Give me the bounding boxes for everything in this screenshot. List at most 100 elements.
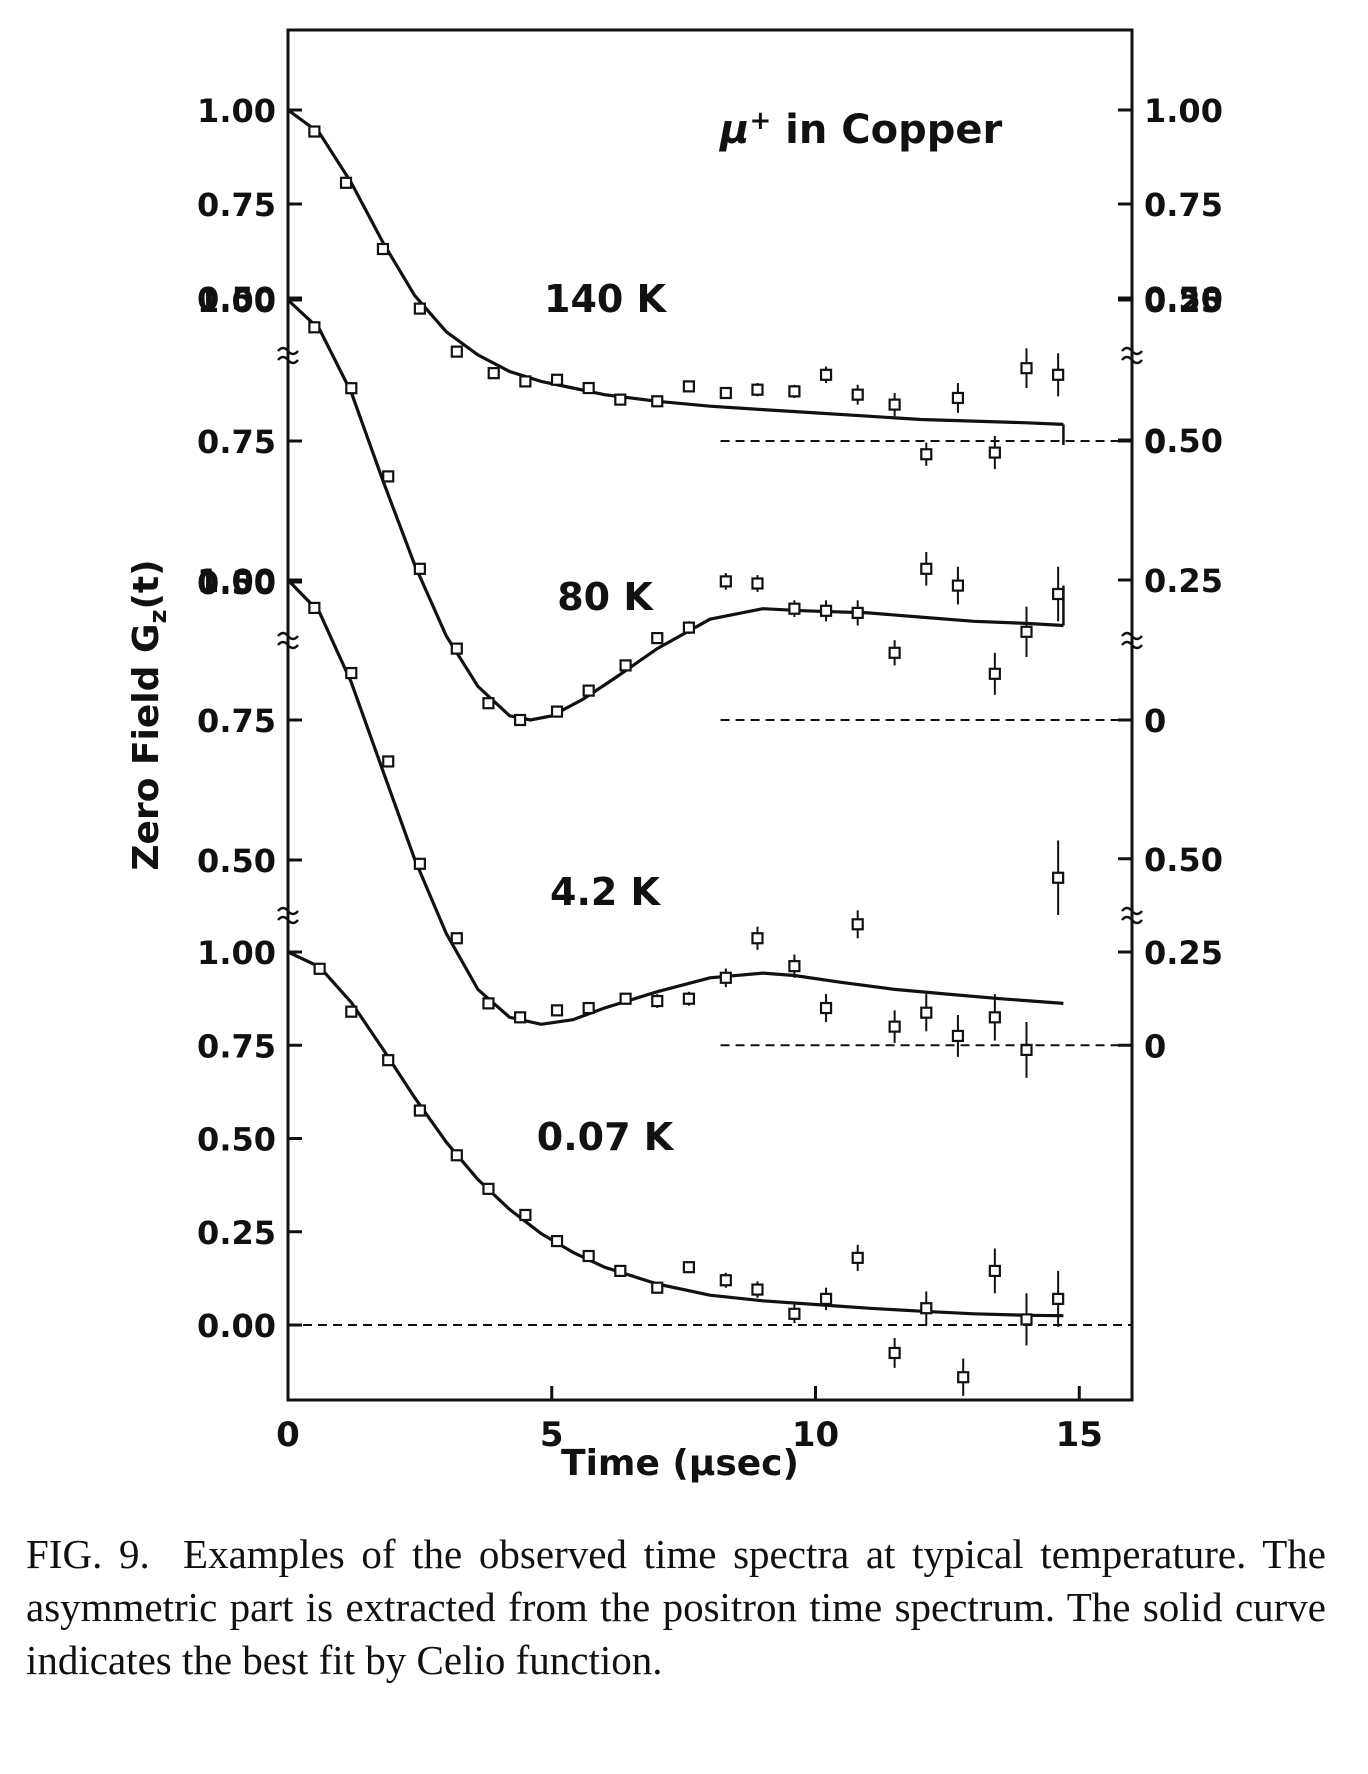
data-point (682, 992, 696, 1005)
data-point (719, 971, 732, 984)
chart-labels: μ+ in Copper Time (μsec) Zero Field Gz(t… (126, 106, 1003, 1484)
data-point (382, 470, 395, 483)
data-point (513, 713, 527, 727)
plot-area: 140 K 80 K 4.2 K 0.07 K (286, 108, 1132, 1396)
data-point (888, 398, 901, 411)
data-point (751, 383, 764, 396)
axis-break-mark (277, 346, 299, 365)
data-point (1020, 625, 1033, 638)
data-point (920, 1006, 933, 1019)
y-tick-label-right: 0.50 (1144, 841, 1223, 879)
data-point (788, 602, 801, 615)
y-tick-label-left: 0.00 (197, 1307, 276, 1345)
y-tick-label-right: 0.25 (1144, 282, 1223, 320)
data-point (751, 1283, 764, 1296)
data-point (788, 960, 801, 973)
data-point (920, 448, 933, 461)
y-tick-label-left: 0.50 (197, 842, 276, 880)
y-tick-label-left: 1.00 (197, 934, 276, 972)
caption-text: Examples of the observed time spectra at… (26, 1531, 1326, 1683)
data-point (382, 755, 395, 768)
data-point (651, 994, 664, 1008)
data-point (751, 932, 764, 945)
data-point (519, 1208, 532, 1222)
data-point (719, 386, 732, 400)
data-point (550, 1234, 564, 1248)
data-point (819, 604, 833, 617)
data-point (519, 375, 532, 388)
data-point (651, 395, 664, 408)
data-point (413, 857, 426, 870)
data-point (988, 667, 1001, 680)
data-point (1052, 368, 1065, 381)
data-point (450, 345, 463, 358)
data-point (413, 562, 426, 575)
axis-break-mark (1121, 906, 1143, 925)
fit-curve-140k (287, 108, 1064, 426)
data-point (819, 1292, 833, 1305)
x-tick-label: 0 (276, 1415, 300, 1455)
y-tick-label-left: 0.75 (197, 702, 276, 740)
plot-frame (286, 28, 1134, 1402)
y-axis-label-tail: (t) (126, 559, 167, 609)
data-point (450, 1149, 463, 1162)
data-point (920, 562, 933, 575)
data-point (382, 1054, 395, 1067)
y-tick-label-right: 1.00 (1144, 92, 1223, 130)
y-tick-label-right: 0 (1144, 1027, 1166, 1065)
data-point (719, 575, 732, 588)
data-point (682, 621, 696, 634)
data-point (413, 302, 426, 315)
y-tick-label-right: 0.25 (1144, 562, 1223, 600)
data-point (788, 1307, 801, 1320)
data-point (1052, 1292, 1065, 1305)
data-point (957, 1371, 970, 1384)
axis-break-mark (277, 906, 299, 925)
data-point (482, 997, 495, 1010)
y-tick-label-left: 0.75 (197, 186, 276, 224)
x-axis-label: Time (μsec) (561, 1443, 799, 1484)
y-tick-label-left: 1.00 (197, 562, 276, 600)
axis-break-mark (1121, 346, 1143, 365)
data-point (376, 242, 390, 256)
data-point (651, 1281, 664, 1294)
data-point (487, 367, 500, 380)
axes: 0 5 10 150.500.751.000.500.751.000.500.751.… (197, 92, 1223, 1455)
data-point (888, 1346, 901, 1360)
data-point (719, 1274, 732, 1287)
data-point (582, 1249, 595, 1263)
data-point (788, 385, 801, 398)
fit-curve-4k (286, 578, 1064, 1026)
chart-title-superscript: + (749, 106, 771, 136)
temperature-label: 80 K (557, 575, 654, 619)
data-point (851, 606, 864, 620)
data-point (851, 1251, 864, 1264)
axis-break-mark (277, 631, 299, 650)
data-point (819, 1001, 833, 1015)
y-tick-label-right: 0.75 (1144, 186, 1223, 224)
fit-curve-007k (287, 950, 1064, 1318)
data-point (888, 1020, 901, 1033)
data-point (988, 1264, 1001, 1278)
data-point (851, 388, 864, 401)
chart-title: μ+ in Copper (718, 106, 1003, 153)
data-point (482, 1182, 495, 1195)
data-point (345, 382, 358, 395)
data-point (308, 321, 321, 334)
data-point (550, 1004, 564, 1017)
data-point (951, 391, 965, 405)
chart-title-symbol: μ (718, 107, 749, 153)
data-point (308, 125, 321, 138)
data-point (582, 1001, 595, 1015)
y-tick-label-right: 0.50 (1144, 280, 1223, 318)
data-point (345, 1005, 358, 1018)
y-tick-label-left: 0.50 (197, 1121, 276, 1159)
temperature-label: 0.07 K (537, 1115, 675, 1159)
y-tick-label-left: 0.50 (197, 280, 276, 318)
y-tick-label-left: 1.00 (197, 92, 276, 130)
data-point (851, 918, 864, 931)
y-axis-label-sub: z (144, 610, 172, 624)
x-tick-label: 15 (1056, 1415, 1103, 1455)
y-tick-label-left: 0.75 (197, 1027, 276, 1065)
figure: 0 5 10 150.500.751.000.500.751.000.500.751.… (126, 28, 1223, 1484)
